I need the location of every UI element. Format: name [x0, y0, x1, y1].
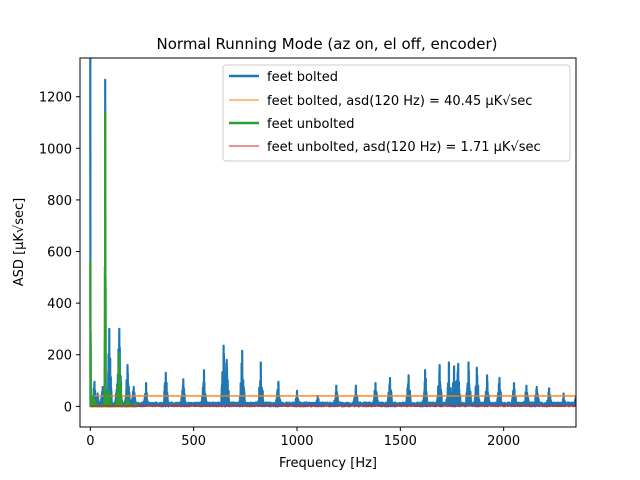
y-tick-label-0: 0 [64, 400, 72, 415]
legend-box [222, 64, 571, 162]
chart-title: Normal Running Mode (az on, el off, enco… [157, 35, 498, 53]
x-tick-label-3: 1500 [384, 434, 417, 449]
legend-label-2: feet unbolted [267, 117, 354, 132]
series-layer [89, 58, 576, 408]
x-axis: 0 500 1000 1500 2000 [86, 427, 520, 449]
y-tick-label-1: 200 [47, 349, 72, 364]
y-axis-label: ASD [μK√sec] [12, 198, 27, 286]
series-line-2 [89, 111, 137, 408]
legend-label-1: feet bolted, asd(120 Hz) = 40.45 μK√sec [267, 94, 532, 109]
x-tick-label-4: 2000 [487, 434, 520, 449]
y-tick-label-2: 400 [47, 297, 72, 312]
x-tick-label-0: 0 [86, 434, 94, 449]
plot-frame [79, 57, 577, 428]
y-axis: 0 200 400 600 800 1000 1200 [39, 91, 80, 415]
legend-label-3: feet unbolted, asd(120 Hz) = 1.71 μK√sec [267, 140, 541, 155]
legend: feet bolted feet bolted, asd(120 Hz) = 4… [222, 64, 571, 162]
legend-label-0: feet bolted [267, 70, 338, 85]
y-tick-label-3: 600 [47, 246, 72, 261]
y-tick-label-6: 1200 [39, 91, 72, 106]
y-tick-label-4: 800 [47, 194, 72, 209]
x-tick-label-1: 500 [181, 434, 206, 449]
x-tick-label-2: 1000 [280, 434, 313, 449]
x-axis-label: Frequency [Hz] [279, 456, 377, 471]
y-tick-label-5: 1000 [39, 142, 72, 157]
